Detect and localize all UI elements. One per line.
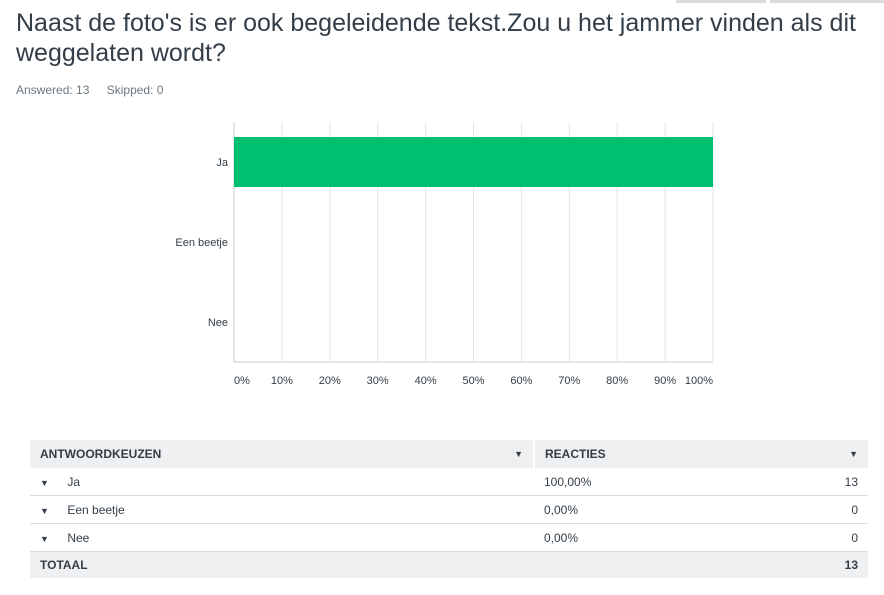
- x-tick-label: 100%: [685, 375, 713, 387]
- total-row: TOTAAL 13: [30, 551, 868, 578]
- total-count: 13: [757, 551, 868, 578]
- expand-caret-icon[interactable]: ▼: [40, 533, 49, 544]
- category-label: Een beetje: [175, 237, 228, 249]
- choice-label: Ja: [67, 474, 81, 489]
- table-row: ▼ Nee 0,00% 0: [30, 523, 868, 552]
- x-tick-label: 50%: [462, 375, 484, 387]
- response-percent: 0,00%: [534, 495, 758, 524]
- category-label: Nee: [208, 317, 228, 329]
- x-tick-label: 40%: [415, 375, 437, 387]
- x-tick-label: 90%: [654, 375, 676, 387]
- column-header-responses-label: REACTIES: [545, 447, 606, 461]
- x-tick-label: 20%: [319, 375, 341, 387]
- expand-caret-icon[interactable]: ▼: [40, 505, 49, 516]
- question-title: Naast de foto's is er ook begeleidende t…: [16, 9, 856, 67]
- response-percent: 100,00%: [534, 468, 758, 496]
- x-tick-label: 10%: [271, 375, 293, 387]
- responses-table: ANTWOORDKEUZEN ▼ REACTIES ▼ ▼ Ja 100,00%…: [30, 440, 868, 578]
- column-header-choice-label: ANTWOORDKEUZEN: [40, 447, 162, 461]
- chart-bars: [234, 137, 713, 187]
- response-count: 13: [757, 468, 868, 496]
- bar-chart: Ja Een beetje Nee 0% 10% 20% 30% 40% 50% 60% 70% 8…: [175, 122, 714, 387]
- response-count: 0: [757, 495, 868, 524]
- top-tabs: [0, 0, 884, 4]
- column-header-choice[interactable]: ANTWOORDKEUZEN ▼: [30, 440, 535, 468]
- total-label: TOTAAL: [30, 551, 534, 578]
- expand-caret-icon[interactable]: ▼: [40, 477, 49, 488]
- choice-label: Nee: [67, 530, 90, 545]
- top-tab[interactable]: [676, 0, 766, 3]
- table-row: ▼ Ja 100,00% 13: [30, 468, 868, 496]
- sort-caret-icon[interactable]: ▼: [849, 449, 858, 459]
- category-labels: Ja Een beetje Nee: [175, 157, 228, 329]
- choice-label: Een beetje: [67, 502, 125, 517]
- x-tick-label: 80%: [606, 375, 628, 387]
- x-tick-label: 0%: [234, 375, 250, 387]
- response-percent: 0,00%: [534, 523, 758, 552]
- response-stats: Answered: 13 Skipped: 0: [16, 83, 177, 97]
- top-tab[interactable]: [770, 0, 884, 3]
- column-header-responses[interactable]: REACTIES ▼: [534, 440, 868, 468]
- table-row: ▼ Een beetje 0,00% 0: [30, 495, 868, 524]
- category-label: Ja: [216, 157, 229, 169]
- x-tick-label: 70%: [558, 375, 580, 387]
- sort-caret-icon[interactable]: ▼: [514, 449, 523, 459]
- bar: [234, 137, 713, 187]
- skipped-count: Skipped: 0: [106, 83, 164, 97]
- x-tick-label: 60%: [510, 375, 532, 387]
- x-tick-label: 30%: [367, 375, 389, 387]
- x-axis-ticks: 0% 10% 20% 30% 40% 50% 60% 70% 80% 90% 100%: [234, 375, 713, 387]
- response-count: 0: [757, 523, 868, 552]
- answered-count: Answered: 13: [16, 83, 90, 97]
- table-header-row: ANTWOORDKEUZEN ▼ REACTIES ▼: [30, 440, 868, 468]
